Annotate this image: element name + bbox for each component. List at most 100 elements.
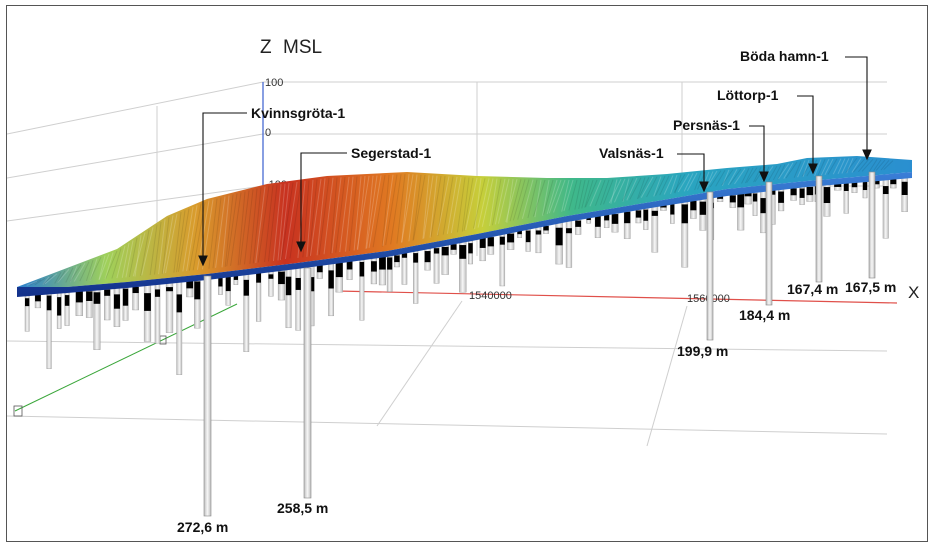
terrain-ridge — [498, 178, 510, 224]
terrain-ridge — [345, 176, 354, 252]
borehole-kvinnsgrota-1 — [203, 275, 212, 517]
depth-label-valsnas-1: 199,9 m — [677, 343, 728, 359]
terrain-ridge — [111, 248, 122, 279]
terrain-ridge — [89, 256, 102, 281]
borehole-core-segment — [25, 298, 30, 307]
terrain-ridge — [653, 176, 662, 197]
terrain-ridge — [527, 179, 538, 219]
borehole-core-segment — [225, 276, 231, 292]
terrain-ridge — [128, 237, 138, 278]
borehole-core-segment — [359, 261, 365, 277]
borehole-core-segment — [186, 280, 194, 289]
terrain-ridge — [436, 176, 450, 236]
terrain-ridge — [69, 266, 78, 283]
borehole-core-segment — [744, 192, 752, 197]
terrain-ridge — [98, 255, 106, 280]
terrain-ridge — [221, 195, 230, 268]
terrain-ridge — [385, 174, 398, 246]
terrain-ridge — [164, 213, 178, 274]
terrain-ridge — [224, 194, 234, 267]
borehole-core-segment — [144, 293, 151, 311]
borehole-core-segment — [823, 187, 831, 204]
terrain-ridge — [226, 193, 238, 267]
terrain-ridge — [683, 173, 694, 192]
borehole-core-segment — [394, 255, 400, 263]
terrain-ridge — [401, 174, 414, 243]
terrain-ridge — [429, 175, 438, 238]
borehole-core-segment — [595, 215, 601, 227]
terrain-ridge — [472, 178, 486, 229]
terrain-ridge — [532, 179, 546, 217]
terrain-ridge — [408, 174, 418, 242]
terrain-ridge — [413, 174, 426, 240]
terrain-ridge — [640, 176, 654, 198]
well-label-valsnas-1: Valsnäs-1 — [599, 145, 664, 161]
borehole-core-segment — [487, 237, 494, 247]
terrain-ridge — [610, 179, 618, 204]
borehole-core-segment — [699, 201, 707, 215]
terrain-ridge — [465, 177, 478, 231]
terrain-ridge — [741, 168, 750, 184]
terrain-ridge — [715, 169, 726, 187]
terrain-ridge — [208, 198, 218, 269]
z-tick-label: 0 — [265, 127, 271, 139]
borehole-core-segment — [218, 278, 223, 287]
borehole-core-segment — [517, 230, 522, 235]
borehole-core-segment — [113, 294, 120, 309]
terrain-ridge — [563, 179, 574, 212]
borehole-core-segment — [57, 297, 62, 316]
terrain-surface — [17, 156, 912, 297]
depth-label-persnas-1: 184,4 m — [739, 307, 790, 323]
borehole-valsnas-1 — [706, 191, 714, 341]
terrain-ridge — [783, 162, 794, 179]
borehole-core-segment — [670, 204, 675, 215]
terrain-ridge — [636, 177, 646, 200]
borehole-core-segment — [371, 261, 377, 272]
terrain-ridge — [599, 179, 610, 206]
terrain-ridge — [802, 159, 810, 178]
borehole-core-segment — [86, 291, 93, 301]
borehole-core-segment — [459, 245, 467, 259]
terrain-ridge — [339, 176, 350, 253]
borehole-core-segment — [176, 294, 182, 313]
borehole — [565, 219, 573, 268]
terrain-ridge — [869, 159, 878, 172]
terrain-ridge — [561, 179, 570, 212]
terrain-ridge — [132, 232, 146, 277]
terrain-ridge — [506, 178, 514, 223]
terrain-ridge — [239, 190, 250, 265]
borehole-core-segment — [194, 281, 201, 300]
terrain-ridge — [744, 167, 754, 184]
borehole-core-segment — [507, 233, 515, 243]
terrain-ridge — [772, 164, 782, 181]
terrain-ridge — [873, 159, 882, 172]
terrain-ridge — [280, 182, 294, 260]
terrain-ridge — [382, 174, 394, 246]
borehole-core-segment — [604, 214, 610, 221]
terrain-ridge — [852, 158, 866, 173]
borehole-core-segment — [346, 260, 353, 270]
terrain-ridge — [505, 179, 518, 223]
borehole-core-segment — [872, 179, 880, 185]
terrain-ridge — [824, 158, 834, 176]
borehole-core-segment — [624, 211, 631, 224]
terrain-ridge — [252, 187, 262, 264]
terrain-ridge — [801, 159, 814, 177]
terrain-ridge — [104, 252, 114, 280]
borehole-core-segment — [769, 190, 776, 195]
borehole-core-segment — [166, 287, 173, 292]
borehole-core-segment — [575, 220, 582, 227]
terrain-ridge — [85, 259, 94, 281]
terrain-ridge — [670, 174, 678, 195]
terrain-ridge — [176, 210, 186, 273]
terrain-ridge — [861, 158, 874, 172]
terrain-ridge — [323, 177, 334, 255]
terrain-ridge — [553, 179, 566, 213]
terrain-ridge — [368, 175, 382, 248]
terrain-ridge — [422, 175, 430, 240]
terrain-ridge — [98, 253, 110, 280]
terrain-ridge — [521, 179, 534, 219]
terrain-ridge — [277, 183, 286, 261]
borehole-core-segment — [328, 270, 334, 289]
terrain-ridge — [594, 179, 606, 206]
